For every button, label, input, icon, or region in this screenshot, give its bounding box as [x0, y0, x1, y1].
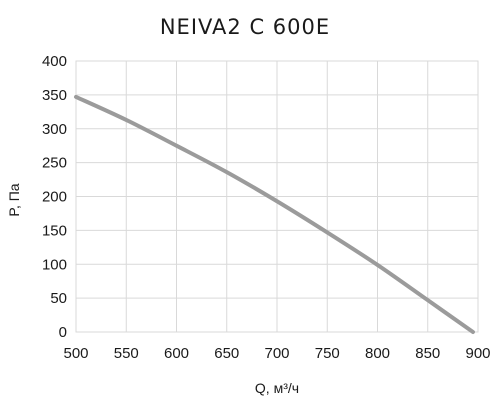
y-tick-label: 0: [59, 324, 67, 341]
pressure-flow-curve: [74, 94, 475, 334]
x-tick-label: 750: [315, 345, 340, 362]
x-axis-ticks: 500 550 600 650 700 750 800 850 900: [63, 345, 490, 362]
x-axis-label: Q, м³/ч: [255, 380, 299, 396]
y-tick-label: 50: [50, 290, 67, 307]
y-axis-label: P, Па: [6, 183, 22, 216]
plot-area-border: [75, 60, 479, 333]
x-tick-label: 500: [63, 345, 88, 362]
y-tick-label: 200: [42, 189, 67, 206]
x-tick-label: 550: [114, 345, 139, 362]
x-tick-label: 800: [365, 345, 390, 362]
y-tick-label: 100: [42, 256, 67, 273]
y-tick-label: 350: [42, 87, 67, 104]
x-tick-label: 650: [214, 345, 239, 362]
chart-title: NEIVA2 C 600E: [160, 15, 330, 39]
x-tick-label: 900: [465, 345, 490, 362]
x-tick-label: 600: [164, 345, 189, 362]
y-tick-label: 300: [42, 121, 67, 138]
x-tick-label: 850: [415, 345, 440, 362]
series-layer: [74, 94, 475, 334]
y-axis-ticks: 0 50 100 150 200 250 300 350 400: [42, 53, 67, 341]
y-tick-label: 150: [42, 222, 67, 239]
y-tick-label: 250: [42, 155, 67, 172]
x-tick-label: 700: [264, 345, 289, 362]
y-tick-label: 400: [42, 53, 67, 70]
